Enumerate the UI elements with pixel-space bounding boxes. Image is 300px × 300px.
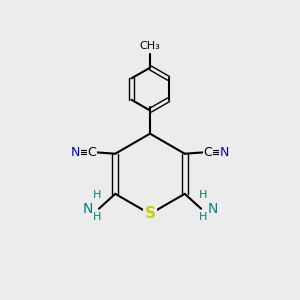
Text: N: N	[70, 146, 80, 159]
Text: C: C	[88, 146, 96, 159]
Text: C: C	[204, 146, 212, 159]
Text: H: H	[198, 212, 207, 222]
Text: CH₃: CH₃	[140, 41, 160, 51]
Text: H: H	[198, 190, 207, 200]
Text: S: S	[145, 206, 155, 221]
Text: N: N	[220, 146, 230, 159]
Text: N: N	[82, 202, 93, 216]
Text: H: H	[93, 212, 102, 222]
Text: N: N	[207, 202, 218, 216]
Text: H: H	[93, 190, 102, 200]
